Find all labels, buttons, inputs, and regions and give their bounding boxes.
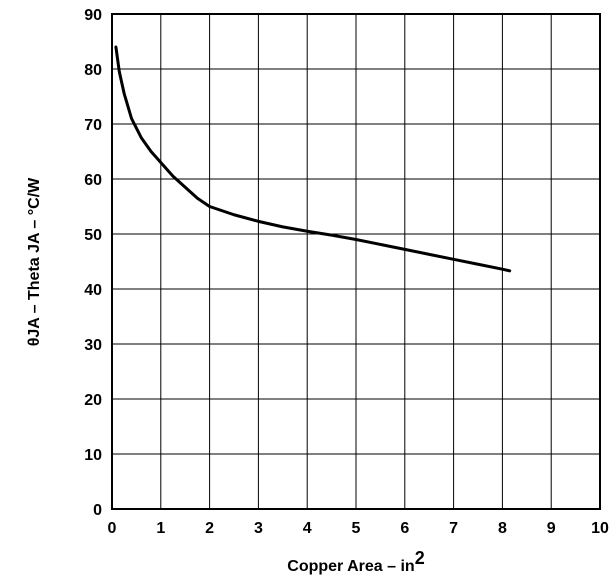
y-tick-label: 30 <box>84 337 102 354</box>
y-tick-label: 0 <box>93 502 102 519</box>
x-tick-label: 6 <box>400 520 409 537</box>
series-line <box>114 45 512 273</box>
x-axis-ticks: 0 1 2 3 4 5 6 7 8 9 10 <box>108 520 609 537</box>
x-tick-label: 5 <box>352 520 361 537</box>
x-tick-label: 1 <box>156 520 165 537</box>
x-tick-label: 10 <box>591 520 609 537</box>
x-tick-label: 8 <box>498 520 507 537</box>
x-tick-label: 7 <box>449 520 458 537</box>
x-tick-label: 2 <box>205 520 214 537</box>
y-tick-label: 50 <box>84 227 102 244</box>
series-layer <box>114 45 512 273</box>
x-axis-title-text: Copper Area – in <box>287 558 414 575</box>
x-tick-label: 4 <box>303 520 312 537</box>
y-axis-title: θJA – Theta JA – °C/W <box>26 177 43 346</box>
y-axis-ticks: 0 10 20 30 40 50 60 70 80 90 <box>84 7 102 519</box>
grid <box>112 14 600 509</box>
y-tick-label: 40 <box>84 282 102 299</box>
x-axis-title-superscript: 2 <box>415 548 425 568</box>
y-tick-label: 90 <box>84 7 102 24</box>
y-tick-label: 80 <box>84 62 102 79</box>
x-tick-label: 3 <box>254 520 263 537</box>
y-tick-label: 60 <box>84 172 102 189</box>
y-tick-label: 20 <box>84 392 102 409</box>
x-tick-label: 0 <box>108 520 117 537</box>
y-tick-label: 70 <box>84 117 102 134</box>
x-axis-title: Copper Area – in2 <box>287 548 424 575</box>
x-tick-label: 9 <box>547 520 556 537</box>
y-tick-label: 10 <box>84 447 102 464</box>
plot-frame <box>111 13 601 510</box>
